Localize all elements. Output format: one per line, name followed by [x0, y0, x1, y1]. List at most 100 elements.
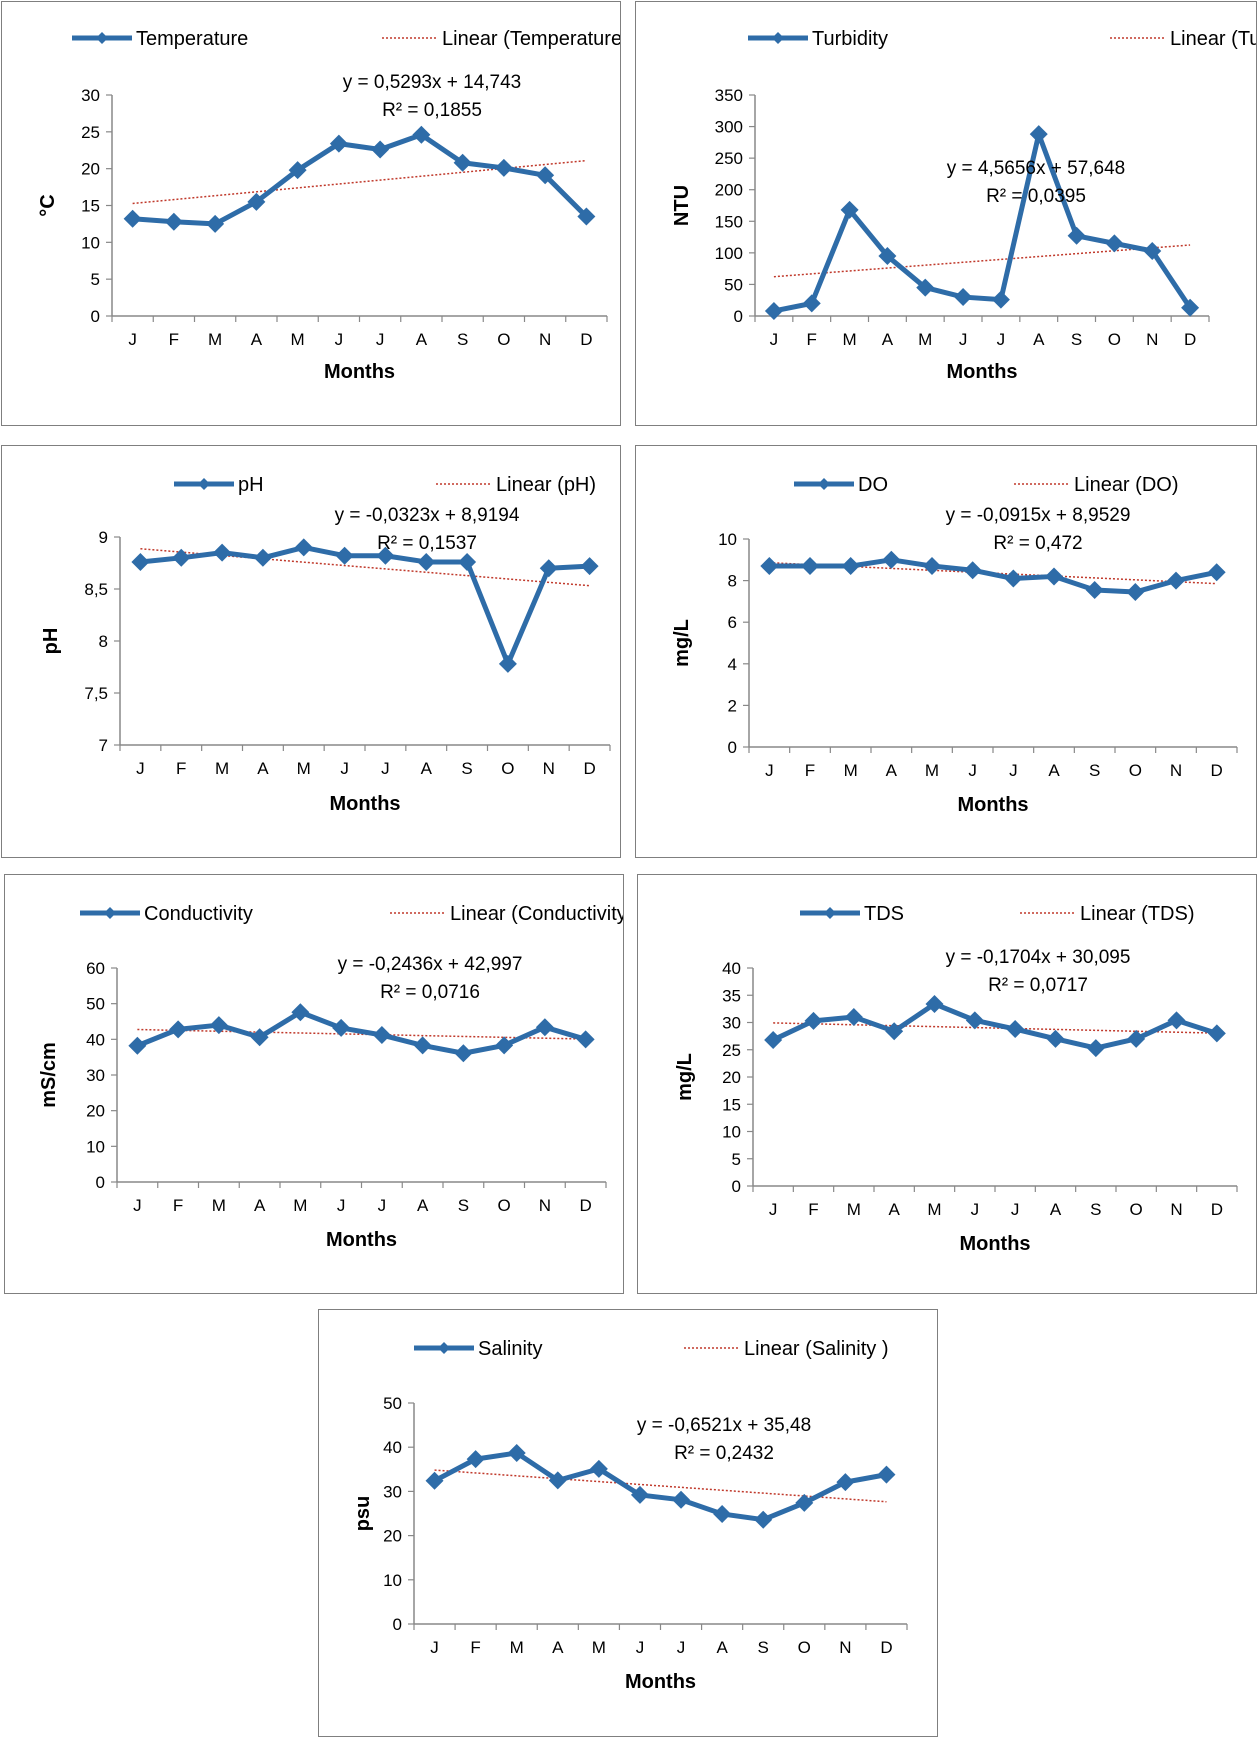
- x-tick-label: J: [1009, 761, 1018, 780]
- data-point: [371, 140, 390, 159]
- x-tick-label: M: [918, 330, 932, 349]
- y-tick-label: 10: [722, 1123, 741, 1142]
- x-tick-label: J: [381, 759, 390, 778]
- legend-trendline-label: Linear (Salinity ): [744, 1338, 889, 1360]
- x-tick-label: F: [173, 1196, 183, 1215]
- data-point: [925, 994, 944, 1013]
- x-tick-label: N: [1170, 761, 1182, 780]
- x-tick-label: A: [254, 1196, 266, 1215]
- data-point: [840, 200, 859, 219]
- x-tick-label: A: [1033, 330, 1045, 349]
- data-point: [206, 214, 225, 233]
- data-point: [335, 546, 354, 565]
- x-tick-label: A: [716, 1638, 728, 1657]
- x-tick-label: O: [798, 1638, 811, 1657]
- y-tick-label: 300: [715, 118, 743, 137]
- trendline: [769, 561, 1217, 585]
- x-tick-label: M: [297, 759, 311, 778]
- data-point: [498, 654, 517, 673]
- data-point: [539, 559, 558, 578]
- data-point: [954, 288, 973, 307]
- x-tick-label: F: [808, 1200, 818, 1219]
- data-point: [589, 1459, 608, 1478]
- y-tick-label: 30: [383, 1482, 402, 1501]
- y-tick-label: 10: [718, 530, 737, 549]
- data-point: [1143, 241, 1162, 260]
- x-tick-label: A: [888, 1200, 900, 1219]
- series-line: [772, 1001, 1218, 1051]
- y-tick-label: 9: [99, 528, 108, 547]
- y-tick-label: 15: [722, 1095, 741, 1114]
- legend-series-label: DO: [858, 474, 888, 496]
- trendline-r-squared: R² = 0,1855: [382, 100, 482, 121]
- data-point: [630, 1485, 649, 1504]
- ph-chart: pH Linear (pH) 7 7,5 8 8,5 9 J F M A M J J A S O N D Months…: [40, 474, 611, 815]
- x-tick-label: N: [543, 759, 555, 778]
- data-point: [760, 557, 779, 576]
- x-tick-label: J: [337, 1196, 346, 1215]
- data-point: [1029, 125, 1048, 144]
- data-point: [209, 1016, 228, 1035]
- data-point: [882, 550, 901, 569]
- y-tick-label: 0: [728, 738, 737, 757]
- x-tick-label: J: [136, 759, 145, 778]
- trendline-r-squared: R² = 0,0395: [986, 186, 1086, 207]
- turbidity-chart: Turbidity Linear (Turbidity) 0 50 100 150 200 2…: [671, 28, 1256, 383]
- x-tick-label: N: [1170, 1200, 1182, 1219]
- data-point: [507, 1443, 526, 1462]
- y-tick-label: 100: [715, 244, 743, 263]
- conductivity-chart-panel: Conductivity Linear (Conductivity) 0 10 20 30…: [4, 874, 624, 1294]
- data-point: [548, 1471, 567, 1490]
- y-tick-label: 30: [81, 86, 100, 105]
- data-point: [754, 1510, 773, 1529]
- x-tick-label: A: [421, 759, 433, 778]
- y-axis-title: mg/L: [671, 619, 693, 667]
- x-tick-label: S: [1089, 761, 1100, 780]
- x-tick-label: S: [1071, 330, 1082, 349]
- y-tick-label: 20: [383, 1527, 402, 1546]
- legend-trendline-label: Linear (Temperature): [442, 28, 620, 50]
- trendline-r-squared: R² = 0,1537: [377, 533, 477, 554]
- x-axis-title: Months: [957, 794, 1028, 816]
- x-tick-label: N: [539, 330, 551, 349]
- data-point: [458, 552, 477, 571]
- y-tick-label: 25: [81, 123, 100, 142]
- data-point: [172, 548, 191, 567]
- y-axis-title: pH: [40, 628, 62, 655]
- legend-series-label: TDS: [864, 903, 904, 925]
- x-tick-label: O: [501, 759, 514, 778]
- x-tick-label: J: [968, 761, 977, 780]
- y-tick-label: 15: [81, 197, 100, 216]
- x-tick-label: O: [498, 1196, 511, 1215]
- data-point: [288, 161, 307, 180]
- x-tick-label: O: [1130, 1200, 1143, 1219]
- y-tick-label: 35: [722, 986, 741, 1005]
- y-tick-label: 0: [393, 1615, 402, 1634]
- trendline-equation: y = -0,0915x + 8,9529: [946, 505, 1131, 526]
- y-tick-label: 350: [715, 86, 743, 105]
- data-point: [713, 1504, 732, 1523]
- x-tick-label: M: [293, 1196, 307, 1215]
- temperature-chart: Temperature Linear (Temperature) 0 5 10 15 20 2…: [37, 28, 620, 383]
- data-point: [131, 552, 150, 571]
- conductivity-chart: Conductivity Linear (Conductivity) 0 10 20 30…: [38, 903, 623, 1251]
- data-point: [965, 1011, 984, 1030]
- y-tick-label: 40: [383, 1438, 402, 1457]
- data-point: [1127, 1029, 1146, 1048]
- trendline-equation: y = -0,1704x + 30,095: [946, 947, 1131, 968]
- data-point: [247, 192, 266, 211]
- x-tick-label: M: [208, 330, 222, 349]
- x-tick-label: A: [416, 330, 428, 349]
- legend-trendline-label: Linear (DO): [1074, 474, 1178, 496]
- x-tick-label: O: [1108, 330, 1121, 349]
- y-tick-label: 25: [722, 1041, 741, 1060]
- data-point: [413, 1036, 432, 1055]
- legend-series-label: Salinity: [478, 1338, 542, 1360]
- x-tick-label: D: [583, 759, 595, 778]
- data-point: [963, 561, 982, 580]
- x-tick-label: J: [378, 1196, 387, 1215]
- data-point: [535, 1018, 554, 1037]
- data-point: [169, 1020, 188, 1039]
- data-point: [916, 278, 935, 297]
- x-tick-label: N: [839, 1638, 851, 1657]
